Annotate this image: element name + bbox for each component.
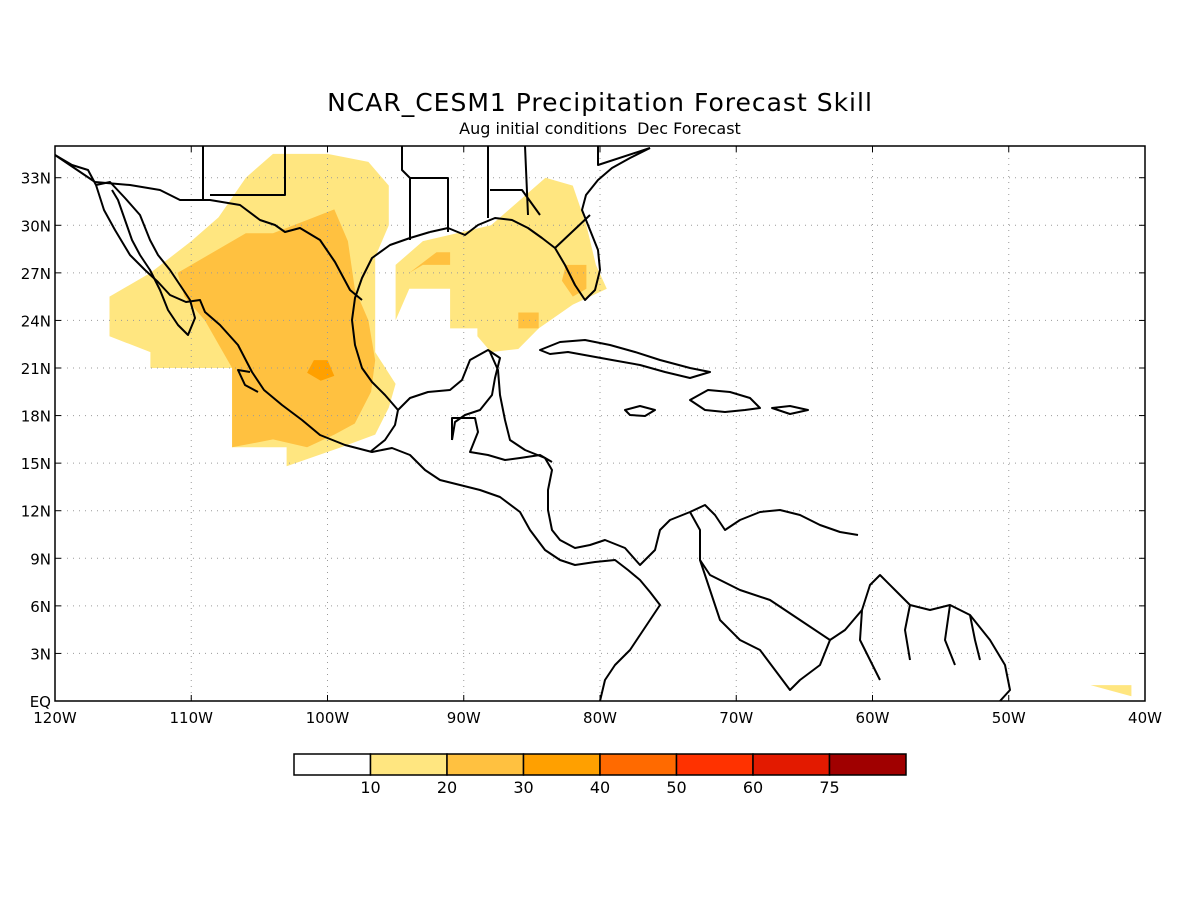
lat-label: 30N [21,217,51,235]
legend-boxes [293,753,907,776]
gridlines [55,146,1145,701]
legend-box [752,753,831,776]
skill-shading-layer [109,153,1132,697]
legend-box [522,753,601,776]
lat-label: 27N [21,265,51,283]
legend-labels: 10 20 30 40 50 60 75 [360,778,839,797]
coastlines-and-borders [55,146,1011,701]
legend-box [599,753,678,776]
south-america-borders [699,559,981,691]
lon-label: 90W [447,709,481,727]
lat-label: 12N [21,503,51,521]
skill-region-atlantic-10-20 [1090,685,1132,697]
lon-label: 80W [583,709,617,727]
lat-label: 9N [30,550,51,568]
latitude-labels: EQ 3N 6N 9N 12N 15N 18N 21N 24N 27N 30N 33N [21,170,51,711]
map-subtitle: Aug initial conditions Dec Forecast [459,119,741,138]
legend-label: 60 [743,778,763,797]
lat-label: 6N [30,598,51,616]
central-america-caribbean [489,351,859,566]
legend-box [369,753,448,776]
lon-label: 110W [170,709,214,727]
lon-label: 70W [719,709,753,727]
legend-box [293,753,372,776]
lat-label: 15N [21,455,51,473]
yucatan-interior [451,417,553,463]
baja-peninsula [95,181,196,336]
lon-label: 60W [856,709,890,727]
us-gulf-coast [429,147,651,301]
legend-label: 10 [360,778,380,797]
us-mexico-border [55,154,363,301]
legend-box [675,753,754,776]
gulf-coast-mexico [369,349,501,453]
color-legend: 10 20 30 40 50 60 75 [293,753,907,797]
jamaica [624,405,656,417]
hispaniola [689,389,761,413]
axis-ticks [54,146,1146,702]
lat-label: 3N [30,645,51,663]
north-america-pacific-coast [55,154,661,701]
legend-label: 20 [437,778,457,797]
lon-label: 50W [992,709,1026,727]
legend-label: 40 [590,778,610,797]
legend-box [828,753,907,776]
skill-region-gulf-10-20 [395,177,607,353]
gulf-west-coast [351,231,431,411]
skill-region-mexico-20-30 [177,209,376,448]
skill-region-mexico-30-40 [307,360,335,381]
lat-label: 33N [21,170,51,188]
legend-label: 50 [666,778,686,797]
longitude-labels: 120W 110W 100W 90W 80W 70W 60W 50W 40W [33,709,1162,727]
map-area [55,146,1145,701]
skill-region-gulf-small-20-30 [518,312,539,329]
legend-box [446,753,525,776]
lon-label: 120W [33,709,77,727]
mexico-interior-islands [237,369,259,393]
skill-region-gulf-20-30 [409,252,451,273]
map-title: NCAR_CESM1 Precipitation Forecast Skill [327,88,873,117]
lon-label: 40W [1128,709,1162,727]
lat-label: 21N [21,360,51,378]
cuba [539,339,711,379]
south-america-north [689,511,1011,701]
lat-label: EQ [30,693,51,711]
lon-label: 100W [306,709,350,727]
lat-label: 18N [21,408,51,426]
legend-label: 75 [819,778,839,797]
puerto-rico [771,405,809,415]
legend-label: 30 [513,778,533,797]
lat-label: 24N [21,312,51,330]
us-state-lines [202,146,651,249]
